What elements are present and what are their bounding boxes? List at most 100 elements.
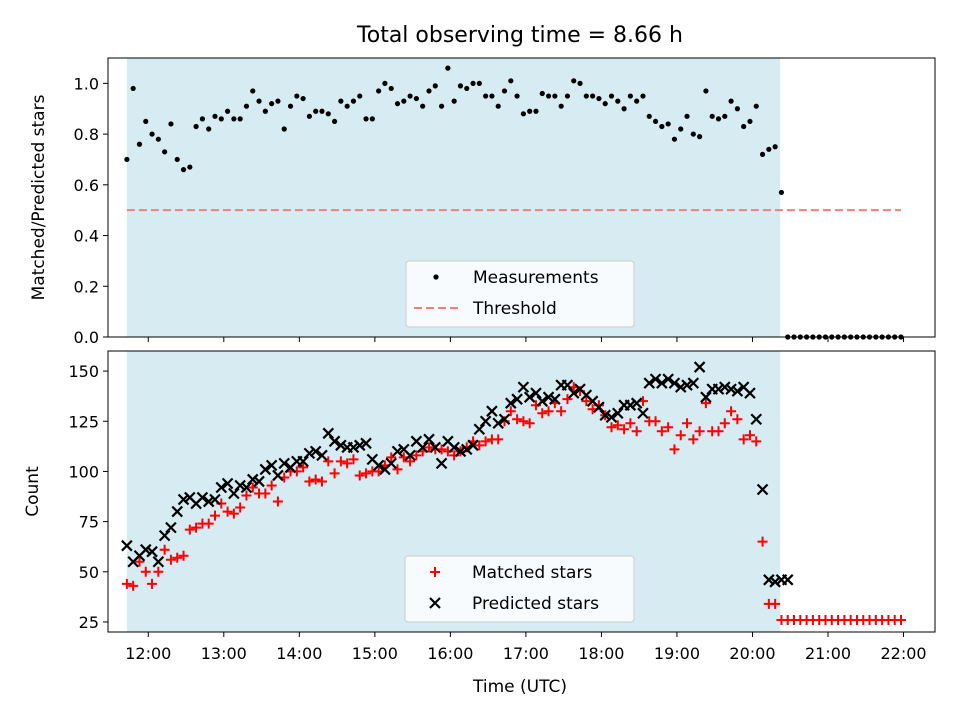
- measurement-point: [300, 95, 306, 102]
- predicted-star-point: [171, 505, 184, 518]
- measurement-point: [193, 123, 199, 130]
- predicted-star-point: [246, 473, 259, 486]
- legend-box: [405, 260, 635, 328]
- matched-star-point: [606, 422, 617, 433]
- measurement-point: [187, 164, 193, 170]
- matched-star-point: [738, 434, 749, 445]
- predicted-star-point: [536, 395, 549, 407]
- legend-label: Matched stars: [472, 563, 592, 583]
- measurement-point: [583, 93, 589, 99]
- matched-star-point: [675, 430, 686, 441]
- measurement-point: [155, 136, 161, 142]
- predicted-star-point: [656, 377, 668, 389]
- bottom-panel-count: 25 50 75 100 125 150 Count 12:00 13:00 14:00 15:00…: [23, 350, 936, 663]
- measurement-point: [426, 88, 432, 94]
- matched-star-point: [222, 506, 233, 517]
- y-tick-label: 50: [79, 563, 99, 582]
- measurement-point: [376, 88, 382, 94]
- matched-star-point: [323, 456, 334, 467]
- y-tick-label: 100: [68, 462, 99, 481]
- y-tick-label: 150: [68, 362, 99, 381]
- matched-star-point: [316, 476, 327, 487]
- x-tick-label: 18:00: [578, 644, 624, 663]
- matched-star-point: [228, 508, 239, 519]
- predicted-star-point: [335, 439, 347, 452]
- predicted-star-point: [429, 441, 442, 454]
- matched-star-point: [726, 406, 737, 417]
- measurement-point: [709, 113, 715, 119]
- measurement-point: [269, 101, 275, 107]
- measurement-point: [420, 103, 426, 109]
- predicted-star-point: [234, 479, 246, 492]
- predicted-star-point: [549, 393, 561, 405]
- legend-label: Predicted stars: [472, 594, 599, 614]
- measurement-point: [646, 113, 652, 119]
- predicted-star-point: [202, 495, 215, 508]
- predicted-star-point: [360, 437, 372, 450]
- y-tick-label: 0.6: [74, 176, 99, 195]
- measurement-point: [243, 103, 250, 109]
- measurement-point: [564, 93, 571, 99]
- matched-star-point: [732, 414, 743, 425]
- measurement-point: [401, 98, 407, 104]
- predicted-star-point: [630, 397, 643, 409]
- predicted-star-point: [492, 417, 504, 430]
- matched-star-point: [159, 544, 170, 555]
- measurement-point: [287, 103, 294, 109]
- matched-star-point: [744, 430, 755, 441]
- legend-label: Threshold: [472, 299, 557, 319]
- predicted-star-point: [567, 387, 580, 399]
- matched-star-point: [719, 418, 730, 429]
- predicted-star-point: [460, 443, 473, 456]
- predicted-star-point: [605, 411, 618, 424]
- y-tick-label: 125: [68, 412, 99, 431]
- predicted-star-point: [272, 469, 284, 482]
- predicted-star-point: [781, 574, 794, 586]
- x-axis-label: Time (UTC): [472, 677, 567, 697]
- matched-star-point: [688, 434, 699, 445]
- matched-star-point: [298, 462, 309, 473]
- matched-star-point: [153, 566, 164, 577]
- predicted-star-point: [265, 459, 278, 472]
- matched-star-point: [191, 522, 202, 533]
- matched-star-point: [354, 470, 365, 481]
- y-tick-label: 75: [79, 513, 99, 532]
- predicted-star-point: [643, 377, 656, 389]
- measurement-point: [237, 116, 243, 122]
- matched-star-point: [757, 536, 768, 547]
- measurement-point: [621, 106, 627, 112]
- matched-star-point: [474, 440, 485, 451]
- measurement-point: [143, 118, 149, 125]
- measurement-point: [602, 101, 608, 107]
- matched-star-point: [770, 598, 781, 609]
- measurement-point: [552, 93, 558, 99]
- measurement-point: [445, 65, 451, 71]
- legend: Measurements Threshold: [405, 260, 635, 328]
- matched-star-point: [348, 454, 359, 465]
- predicted-star-point: [700, 391, 712, 403]
- predicted-star-point: [278, 457, 291, 470]
- predicted-star-point: [769, 576, 781, 588]
- measurement-point: [483, 93, 489, 99]
- measurement-point: [596, 95, 602, 102]
- matched-star-point: [537, 408, 548, 419]
- matched-star-point: [543, 406, 554, 417]
- measurement-point: [577, 80, 583, 86]
- measurement-point: [438, 103, 445, 109]
- predicted-star-point: [416, 441, 429, 454]
- measurement-point: [451, 98, 457, 104]
- measurement-point: [501, 88, 508, 94]
- predicted-star-point: [209, 493, 221, 506]
- measurement-point: [180, 167, 187, 173]
- matched-star-point: [392, 464, 403, 475]
- measurement-point: [319, 108, 325, 114]
- legend-box: [404, 555, 635, 623]
- predicted-star-point: [309, 445, 322, 458]
- predicted-star-point: [146, 545, 158, 558]
- predicted-star-point: [328, 435, 341, 448]
- matched-star-point: [335, 456, 346, 467]
- y-tick-label: 1.0: [74, 74, 99, 93]
- measurement-point: [162, 149, 168, 155]
- measurement-point: [527, 108, 533, 114]
- predicted-star-point: [152, 555, 165, 568]
